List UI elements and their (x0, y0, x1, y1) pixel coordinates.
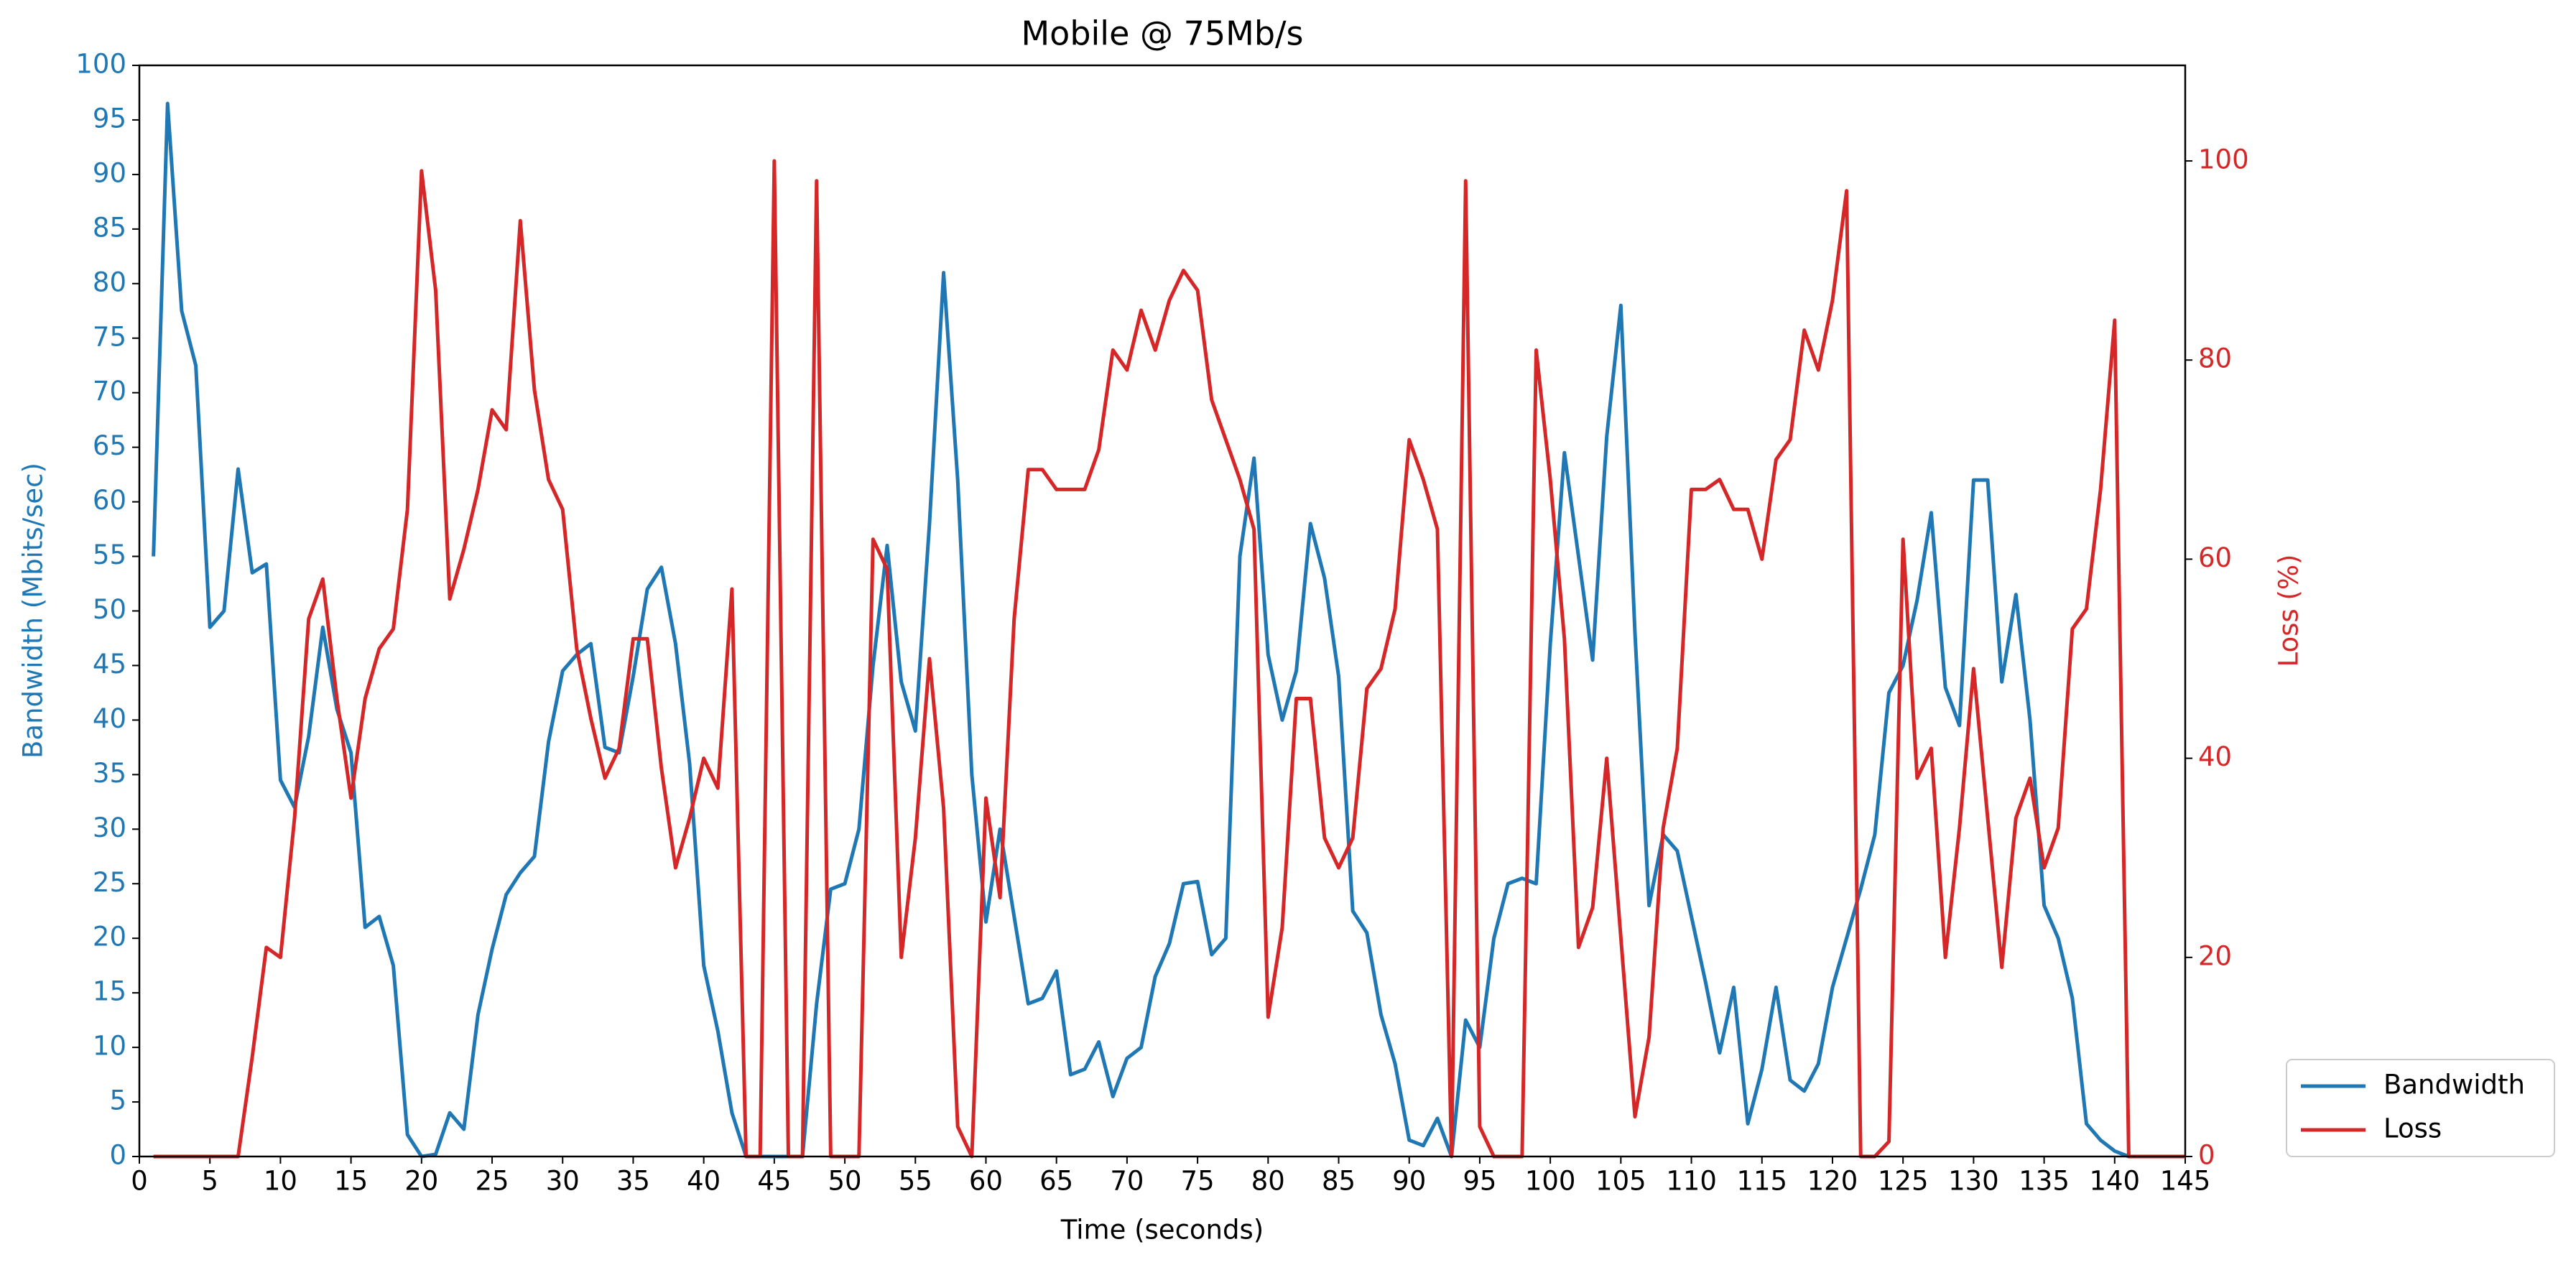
y2-tick-label: 20 (2198, 940, 2232, 971)
x-tick-label: 30 (546, 1166, 580, 1197)
x-tick-label: 105 (1595, 1166, 1646, 1197)
chart-title: Mobile @ 75Mb/s (1021, 14, 1303, 53)
y-tick-label: 100 (75, 49, 126, 80)
y-tick-label: 25 (93, 867, 126, 898)
x-tick-label: 130 (1948, 1166, 1999, 1197)
x-tick-label: 65 (1039, 1166, 1073, 1197)
y2-tick-label: 100 (2198, 144, 2249, 175)
x-tick-label: 140 (2089, 1166, 2140, 1197)
y-tick-label: 0 (109, 1140, 126, 1171)
y2-tick-label: 40 (2198, 741, 2232, 772)
plot-frame (138, 64, 2187, 1158)
y-axis-label: Bandwidth (Mbits/sec) (18, 463, 49, 759)
x-tick-label: 145 (2160, 1166, 2211, 1197)
y2-tick-label: 0 (2198, 1140, 2215, 1171)
x-tick-label: 25 (475, 1166, 509, 1197)
x-tick-label: 20 (404, 1166, 438, 1197)
x-tick-label: 120 (1807, 1166, 1858, 1197)
y-tick-label: 70 (93, 376, 126, 407)
x-axis-label: Time (seconds) (1060, 1215, 1264, 1246)
x-tick-label: 45 (757, 1166, 791, 1197)
x-tick-label: 70 (1110, 1166, 1144, 1197)
y-tick-label: 75 (93, 321, 126, 352)
x-tick-label: 110 (1666, 1166, 1717, 1197)
y-tick-label: 85 (93, 212, 126, 243)
x-tick-label: 35 (616, 1166, 650, 1197)
x-tick-label: 100 (1525, 1166, 1576, 1197)
y-tick-label: 10 (93, 1031, 126, 1062)
x-tick-label: 115 (1736, 1166, 1787, 1197)
y-tick-label: 60 (93, 485, 126, 516)
y-tick-label: 65 (93, 430, 126, 461)
y-tick-label: 95 (93, 103, 126, 134)
y-tick-label: 40 (93, 703, 126, 734)
x-tick-label: 60 (969, 1166, 1003, 1197)
y-tick-label: 55 (93, 539, 126, 570)
y-tick-label: 50 (93, 594, 126, 625)
x-tick-label: 0 (131, 1166, 148, 1197)
x-tick-label: 10 (264, 1166, 297, 1197)
x-tick-label: 125 (1878, 1166, 1929, 1197)
y2-tick-label: 80 (2198, 343, 2232, 374)
y2-axis-label: Loss (%) (2274, 555, 2304, 667)
x-tick-label: 95 (1463, 1166, 1496, 1197)
x-tick-label: 40 (687, 1166, 721, 1197)
x-tick-label: 15 (334, 1166, 368, 1197)
x-tick-label: 135 (2019, 1166, 2070, 1197)
legend-label: Bandwidth (2383, 1070, 2525, 1100)
line-series (152, 101, 2185, 1159)
y-tick-label: 90 (93, 157, 126, 188)
legend-label: Loss (2383, 1113, 2442, 1144)
x-tick-label: 75 (1181, 1166, 1215, 1197)
x-tick-label: 80 (1251, 1166, 1285, 1197)
y-tick-label: 35 (93, 758, 126, 789)
x-tick-label: 90 (1392, 1166, 1426, 1197)
y-tick-label: 5 (109, 1085, 126, 1116)
x-tick-label: 50 (828, 1166, 862, 1197)
legend-box (2286, 1059, 2555, 1157)
y-tick-label: 45 (93, 649, 126, 680)
y-tick-label: 80 (93, 266, 126, 297)
x-tick-label: 85 (1322, 1166, 1356, 1197)
y-tick-label: 20 (93, 922, 126, 952)
line-series (153, 159, 2185, 1159)
x-tick-label: 55 (899, 1166, 932, 1197)
y-tick-label: 15 (93, 976, 126, 1007)
x-tick-label: 5 (201, 1166, 218, 1197)
y-tick-label: 30 (93, 812, 126, 843)
y2-tick-label: 60 (2198, 542, 2232, 573)
